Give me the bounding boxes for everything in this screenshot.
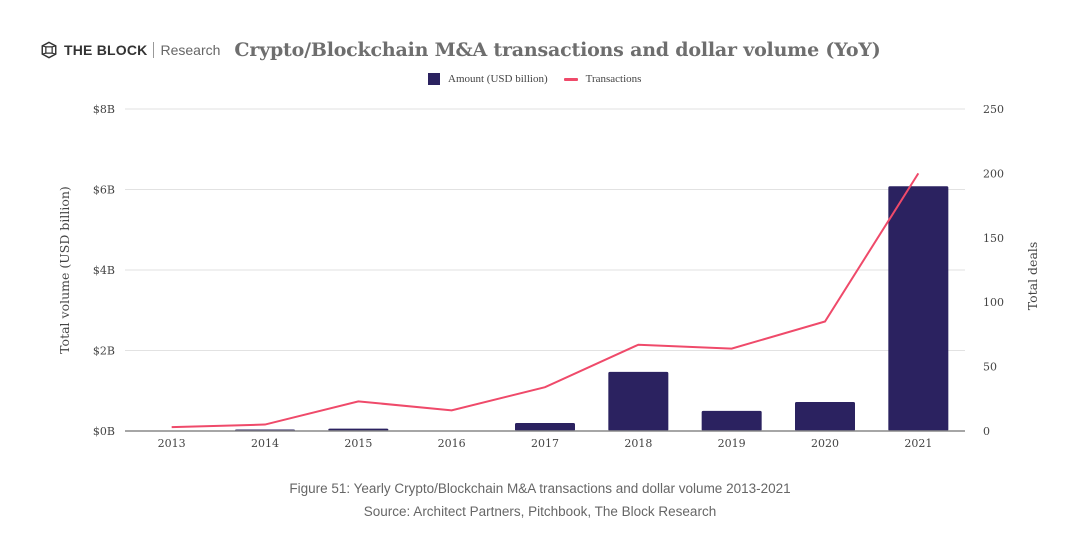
brand-subtitle: Research — [160, 42, 221, 58]
x-tick-label: 2016 — [438, 437, 466, 450]
y-tick-label: $4B — [93, 264, 115, 277]
gridlines — [125, 108, 965, 351]
y2-tick-label: 250 — [983, 103, 1004, 116]
y2-tick-label: 200 — [983, 167, 1004, 180]
bar-2021 — [888, 186, 949, 431]
legend-label-amount: Amount (USD billion) — [448, 73, 548, 85]
legend-label-transactions: Transactions — [585, 73, 642, 85]
y-tick-label: $0B — [93, 425, 115, 438]
y-tick-label: $8B — [93, 103, 115, 116]
bar-2017 — [515, 422, 575, 431]
x-tick-label: 2015 — [344, 437, 372, 450]
x-tick-label: 2019 — [718, 437, 746, 450]
x-tick-label: 2021 — [904, 437, 932, 450]
chart-header: THE BLOCK Research Crypto/Blockchain M&A… — [40, 36, 881, 64]
y2-tick-label: 150 — [983, 232, 1004, 245]
x-tick-label: 2013 — [158, 437, 186, 450]
legend-swatch-transactions — [563, 77, 578, 81]
x-tick-label: 2020 — [811, 437, 839, 450]
brand-divider — [153, 42, 155, 58]
the-block-cube-icon — [41, 41, 57, 59]
y2-tick-label: 100 — [983, 296, 1004, 309]
y2-axis-tick-labels: 0 50 100 150 200 250 — [983, 103, 1004, 438]
transactions-line — [171, 172, 920, 429]
x-tick-label: 2014 — [251, 437, 279, 450]
legend-swatch-amount — [428, 73, 440, 85]
x-axis-tick-labels: 2013 2014 2015 2016 2017 2018 2019 2020 2021 — [158, 437, 933, 450]
brand-name: THE BLOCK — [64, 42, 148, 58]
y-axis-title: Total volume (USD billion) — [57, 186, 72, 354]
y2-tick-label: 50 — [983, 361, 997, 374]
line-series — [171, 172, 920, 429]
y2-tick-label: 0 — [983, 425, 990, 438]
bar-series — [235, 186, 949, 431]
y-tick-label: $6B — [93, 184, 115, 197]
y-tick-label: $2B — [93, 345, 115, 358]
chart-legend: Amount (USD billion) Transactions — [428, 73, 641, 85]
x-tick-label: 2018 — [624, 437, 652, 450]
bar-2020 — [795, 402, 855, 431]
bar-2018 — [608, 371, 669, 431]
source-caption: Source: Architect Partners, Pitchbook, T… — [363, 504, 717, 519]
bar-2019 — [701, 410, 762, 431]
y-axis-tick-labels: $0B $2B $4B $6B $8B — [93, 103, 115, 438]
chart-title: Crypto/Blockchain M&A transactions and d… — [234, 39, 881, 61]
x-tick-label: 2017 — [531, 437, 559, 450]
y2-axis-title: Total deals — [1025, 242, 1040, 311]
figure-caption: Figure 51: Yearly Crypto/Blockchain M&A … — [289, 481, 791, 496]
